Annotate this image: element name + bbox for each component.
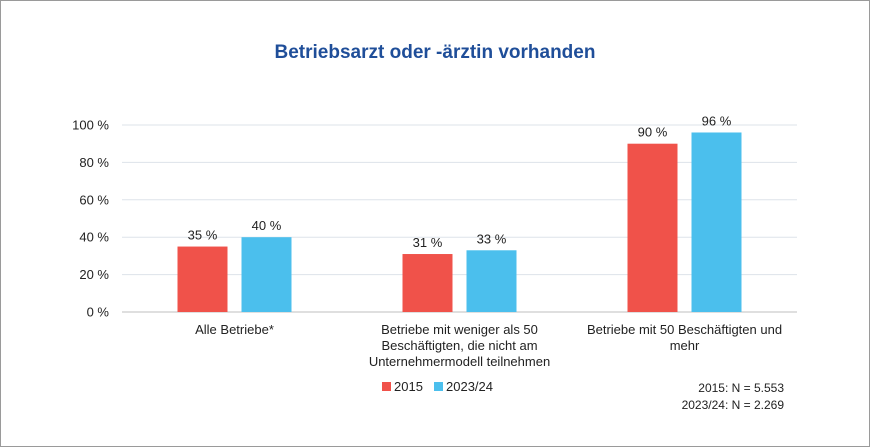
bar-2015-1 (177, 246, 228, 312)
legend-label: 2015 (394, 379, 423, 394)
sample-size-note: 2023/24: N = 2.269 (682, 398, 785, 412)
category-label: mehr (670, 338, 700, 353)
bar-2023-24-3 (691, 132, 742, 312)
y-tick-label: 100 % (72, 118, 109, 133)
category-label: Betriebe mit 50 Beschäftigten und (587, 322, 782, 337)
sample-size-notes: 2015: N = 5.553 2023/24: N = 2.269 (682, 381, 785, 412)
y-tick-label: 40 % (79, 230, 109, 245)
legend: 2015 2023/24 (382, 379, 493, 394)
bar-2015-3 (627, 143, 678, 312)
x-axis: Alle Betriebe* Betriebe mit weniger als 5… (195, 322, 782, 369)
y-tick-label: 20 % (79, 267, 109, 282)
y-axis: 0 % 20 % 40 % 60 % 80 % 100 % (72, 118, 109, 320)
category-label: Alle Betriebe* (195, 322, 274, 337)
bar-2023-24-1 (241, 237, 292, 312)
category-label: Betriebe mit weniger als 50 (381, 322, 538, 337)
data-label: 35 % (188, 228, 218, 243)
y-tick-label: 80 % (79, 155, 109, 170)
bar-2023-24-2 (466, 250, 517, 312)
bars: 35 % 40 % 31 % 33 % 90 % 96 % (177, 113, 742, 312)
category-label: Unternehmermodell teilnehmen (369, 354, 550, 369)
data-label: 96 % (702, 113, 732, 128)
data-label: 40 % (252, 218, 282, 233)
y-tick-label: 60 % (79, 192, 109, 207)
gridlines (122, 124, 797, 313)
data-label: 90 % (638, 125, 668, 140)
y-tick-label: 0 % (87, 305, 110, 320)
chart-title: Betriebsarzt oder -ärztin vorhanden (275, 42, 596, 63)
legend-swatch (382, 382, 391, 391)
data-label: 31 % (413, 235, 443, 250)
bar-2015-2 (402, 254, 453, 312)
legend-label: 2023/24 (446, 379, 493, 394)
sample-size-note: 2015: N = 5.553 (698, 381, 784, 395)
category-label: Beschäftigten, die nicht am (381, 338, 537, 353)
legend-swatch (434, 382, 443, 391)
data-label: 33 % (477, 231, 507, 246)
